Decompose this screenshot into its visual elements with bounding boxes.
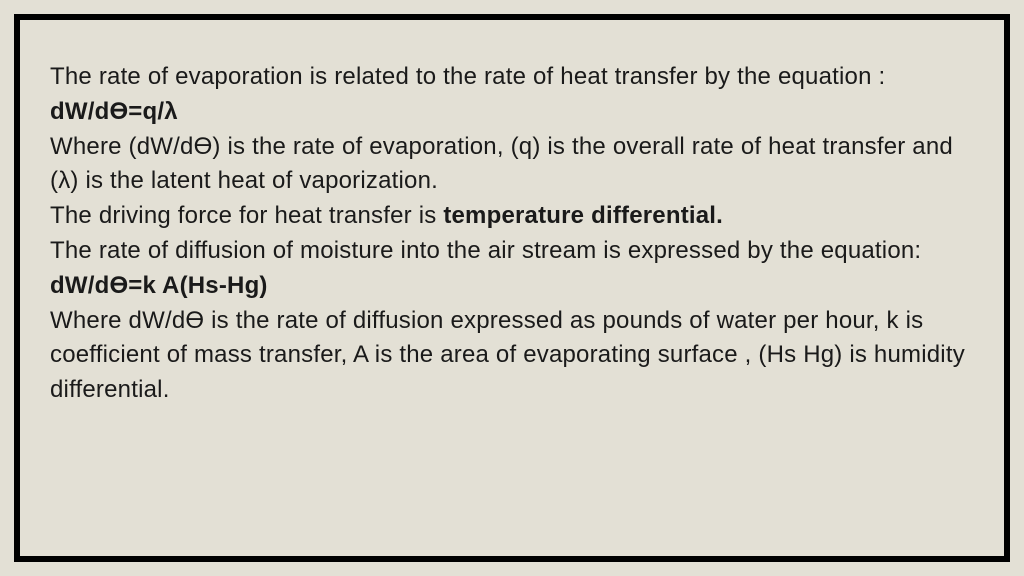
equation-diffusion-rate: dW/dƟ=k A(Hs-Hg) bbox=[50, 269, 974, 304]
text-driving-force-prefix: The driving force for heat transfer is bbox=[50, 202, 443, 229]
text-temperature-differential: temperature differential. bbox=[443, 202, 723, 229]
slide-body: The rate of evaporation is related to th… bbox=[50, 60, 974, 408]
paragraph-driving-force: The driving force for heat transfer is t… bbox=[50, 199, 974, 234]
paragraph-diffusion-intro: The rate of diffusion of moisture into t… bbox=[50, 234, 974, 269]
slide-frame: The rate of evaporation is related to th… bbox=[14, 14, 1010, 562]
paragraph-eq1-explain: Where (dW/dƟ) is the rate of evaporation… bbox=[50, 130, 974, 200]
paragraph-intro: The rate of evaporation is related to th… bbox=[50, 60, 974, 95]
equation-evaporation-rate: dW/dƟ=q/λ bbox=[50, 95, 974, 130]
paragraph-eq2-explain: Where dW/dƟ is the rate of diffusion exp… bbox=[50, 304, 974, 408]
